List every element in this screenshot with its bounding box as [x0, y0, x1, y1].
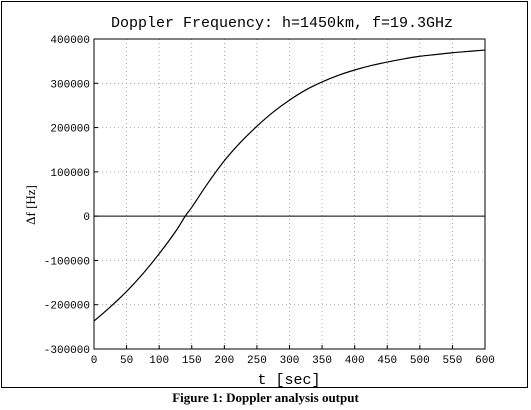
plot-area-border — [93, 38, 486, 350]
x-tick-label: 150 — [182, 355, 202, 367]
y-tick-label: -200000 — [44, 301, 90, 313]
y-tick-label: -100000 — [44, 256, 90, 268]
x-tick-label: 500 — [410, 355, 430, 367]
x-tick-label: 0 — [91, 355, 98, 367]
chart-title: Doppler Frequency: h=1450km, f=19.3GHz — [111, 15, 453, 32]
x-tick-label: 100 — [149, 355, 169, 367]
figure-frame: Doppler Frequency: h=1450km, f=19.3GHz 0… — [1, 1, 528, 389]
y-tick-label: 100000 — [50, 168, 90, 180]
y-tick-label: -300000 — [44, 345, 90, 357]
y-tick-label: 200000 — [50, 124, 90, 136]
x-tick-label: 600 — [475, 355, 495, 367]
x-tick-label: 550 — [443, 355, 463, 367]
x-tick-label: 350 — [312, 355, 332, 367]
y-tick-label: 400000 — [50, 35, 90, 47]
y-tick-label: 0 — [83, 212, 90, 224]
grid — [94, 39, 485, 349]
series-line — [93, 49, 486, 322]
y-tick-label: 300000 — [50, 79, 90, 91]
y-axis-label: Δf [Hz] — [23, 185, 38, 225]
x-tick-label: 400 — [345, 355, 365, 367]
x-axis-label: t [sec] — [257, 372, 320, 389]
y-axis-ticks: 400000 300000 200000 100000 0 -100000 -200000 -… — [44, 35, 98, 357]
x-axis-ticks: 0 50 100 150 200 250 300 350 400 450 500 550 600 — [91, 345, 495, 367]
x-tick-label: 300 — [280, 355, 300, 367]
figure-caption: Figure 1: Doppler analysis output — [172, 390, 359, 405]
x-tick-label: 450 — [377, 355, 397, 367]
doppler-chart: Doppler Frequency: h=1450km, f=19.3GHz 0… — [23, 15, 495, 389]
x-tick-label: 250 — [247, 355, 267, 367]
x-tick-label: 50 — [120, 355, 133, 367]
x-tick-label: 200 — [214, 355, 234, 367]
